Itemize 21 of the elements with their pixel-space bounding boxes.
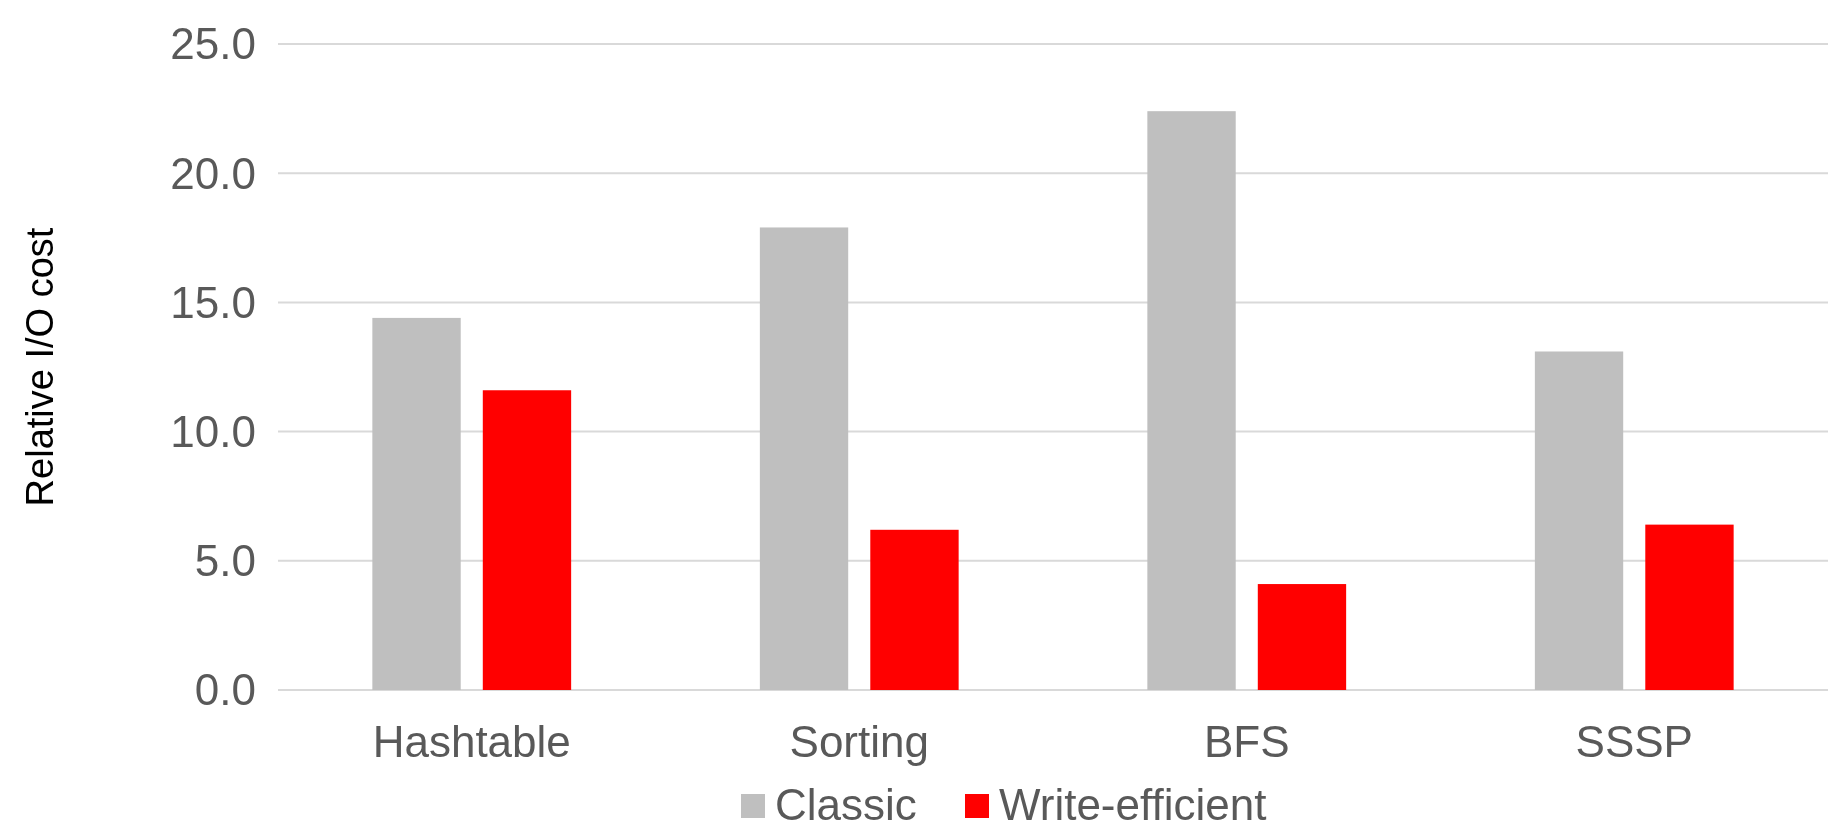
bar — [870, 529, 959, 690]
y-tick-label: 10.0 — [170, 407, 256, 456]
y-tick-label: 20.0 — [170, 148, 256, 198]
y-tick-label: 0.0 — [194, 665, 256, 715]
y-tick-label: 15.0 — [170, 277, 256, 327]
y-axis-title: Relative I/O cost — [19, 227, 61, 507]
x-tick-label: Hashtable — [372, 717, 571, 766]
bar — [372, 317, 461, 690]
bar — [1257, 584, 1347, 690]
x-tick-label: Sorting — [789, 717, 929, 766]
legend-label: Write-efficient — [999, 780, 1267, 829]
bar — [1147, 111, 1236, 690]
legend-label: Classic — [775, 780, 917, 829]
y-tick-label: 5.0 — [194, 536, 256, 586]
x-tick-label: SSSP — [1575, 717, 1693, 766]
bar — [1534, 351, 1624, 690]
bar — [482, 390, 572, 690]
bar — [759, 227, 849, 690]
y-tick-label: 25.0 — [170, 19, 256, 69]
x-tick-label: BFS — [1203, 717, 1290, 766]
bar — [1645, 524, 1734, 690]
